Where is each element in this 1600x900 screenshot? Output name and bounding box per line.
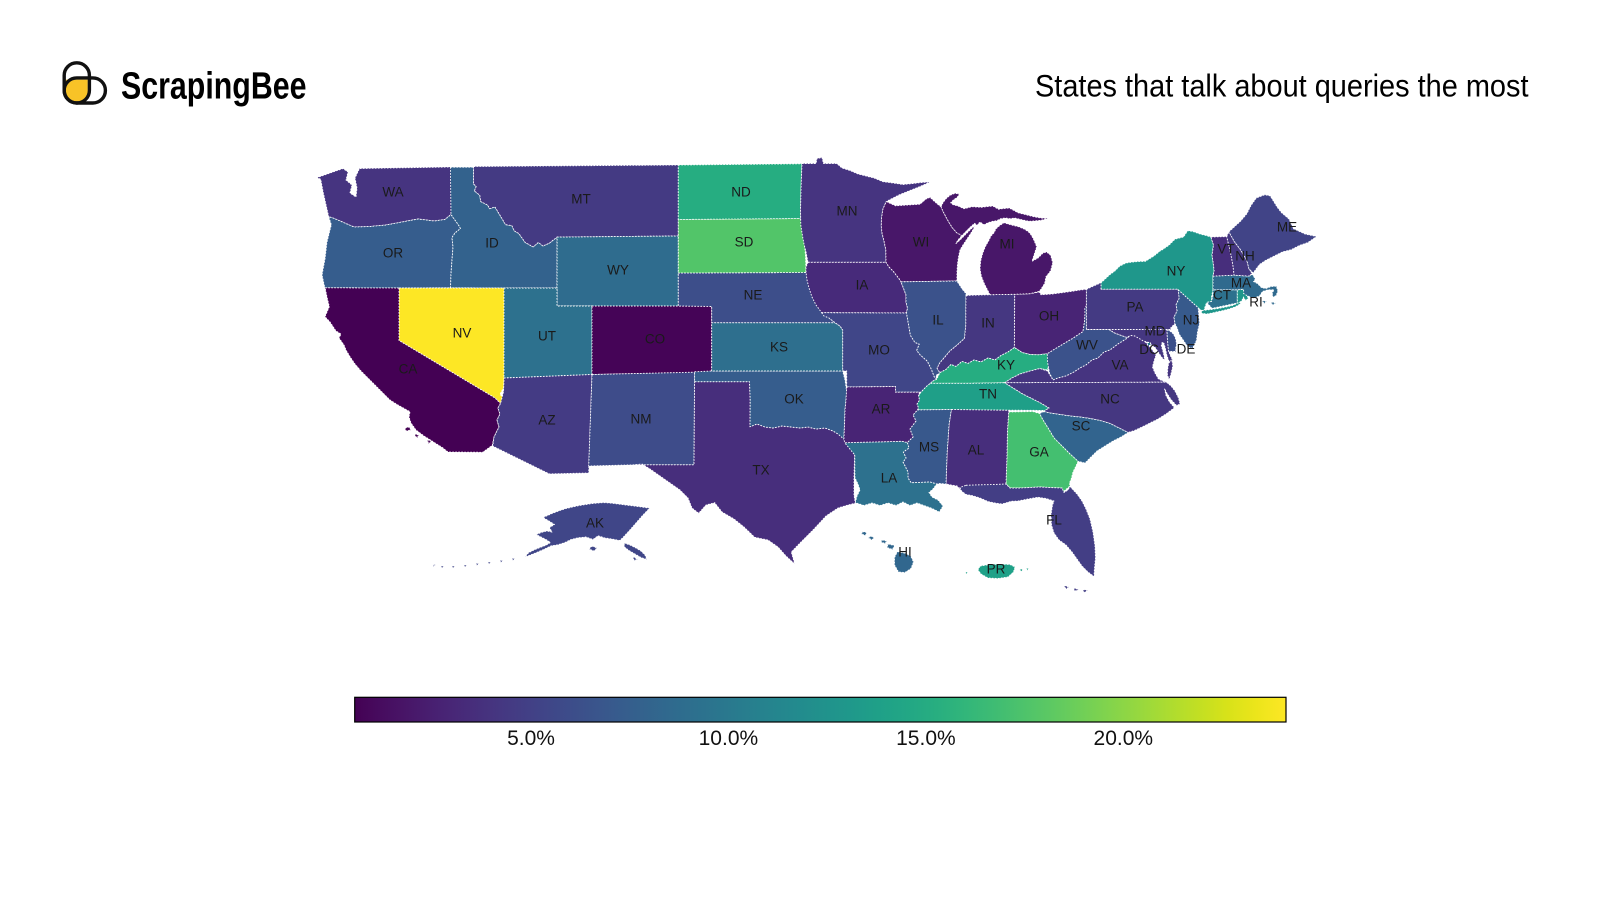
svg-text:ID: ID bbox=[485, 236, 499, 251]
svg-text:20.0%: 20.0% bbox=[1094, 727, 1154, 750]
svg-text:MA: MA bbox=[1231, 276, 1251, 291]
svg-text:States that talk about queries: States that talk about queries the most bbox=[1035, 68, 1529, 104]
svg-text:PA: PA bbox=[1126, 300, 1143, 315]
svg-text:SD: SD bbox=[735, 235, 754, 250]
svg-text:IA: IA bbox=[856, 278, 869, 293]
svg-text:VT: VT bbox=[1217, 242, 1234, 257]
svg-text:AZ: AZ bbox=[538, 413, 555, 428]
svg-text:TN: TN bbox=[979, 387, 997, 402]
svg-text:NJ: NJ bbox=[1183, 313, 1200, 328]
svg-text:WY: WY bbox=[607, 263, 629, 278]
svg-text:PR: PR bbox=[987, 562, 1006, 577]
svg-text:10.0%: 10.0% bbox=[699, 727, 759, 750]
svg-text:OK: OK bbox=[784, 392, 804, 407]
svg-text:IL: IL bbox=[932, 313, 944, 328]
svg-text:LA: LA bbox=[881, 471, 898, 486]
svg-text:NC: NC bbox=[1100, 392, 1120, 407]
svg-text:UT: UT bbox=[538, 329, 556, 344]
svg-text:MS: MS bbox=[919, 440, 939, 455]
svg-text:OH: OH bbox=[1039, 309, 1059, 324]
svg-text:TX: TX bbox=[752, 463, 769, 478]
svg-text:IN: IN bbox=[981, 316, 995, 331]
svg-text:NE: NE bbox=[744, 288, 763, 303]
svg-text:CA: CA bbox=[399, 362, 418, 377]
svg-text:WA: WA bbox=[382, 185, 403, 200]
svg-text:MO: MO bbox=[868, 343, 890, 358]
svg-text:NM: NM bbox=[631, 412, 652, 427]
svg-text:MN: MN bbox=[837, 204, 858, 219]
svg-text:KS: KS bbox=[770, 340, 788, 355]
svg-text:ND: ND bbox=[731, 185, 751, 200]
svg-text:ME: ME bbox=[1277, 220, 1297, 235]
svg-text:RI: RI bbox=[1249, 295, 1263, 310]
svg-text:NH: NH bbox=[1235, 249, 1255, 264]
svg-text:VA: VA bbox=[1111, 358, 1128, 373]
svg-text:DC: DC bbox=[1139, 342, 1159, 357]
svg-text:MD: MD bbox=[1145, 324, 1166, 339]
svg-text:AR: AR bbox=[872, 402, 891, 417]
svg-text:SC: SC bbox=[1072, 419, 1091, 434]
svg-text:ScrapingBee: ScrapingBee bbox=[121, 65, 307, 107]
svg-text:OR: OR bbox=[383, 246, 404, 261]
svg-text:15.0%: 15.0% bbox=[896, 727, 956, 750]
svg-text:AK: AK bbox=[586, 516, 604, 531]
svg-text:CT: CT bbox=[1213, 288, 1231, 303]
svg-text:MT: MT bbox=[571, 192, 591, 207]
svg-text:NY: NY bbox=[1167, 264, 1186, 279]
svg-text:WI: WI bbox=[913, 235, 930, 250]
svg-text:FL: FL bbox=[1046, 513, 1062, 528]
svg-text:5.0%: 5.0% bbox=[507, 727, 555, 750]
svg-text:DE: DE bbox=[1177, 342, 1196, 357]
svg-text:GA: GA bbox=[1029, 445, 1049, 460]
svg-text:KY: KY bbox=[997, 358, 1015, 373]
svg-text:AL: AL bbox=[968, 443, 985, 458]
svg-text:HI: HI bbox=[898, 545, 912, 560]
svg-text:CO: CO bbox=[645, 332, 665, 347]
svg-text:WV: WV bbox=[1076, 338, 1098, 353]
svg-text:MI: MI bbox=[1000, 237, 1015, 252]
svg-text:NV: NV bbox=[453, 326, 472, 341]
